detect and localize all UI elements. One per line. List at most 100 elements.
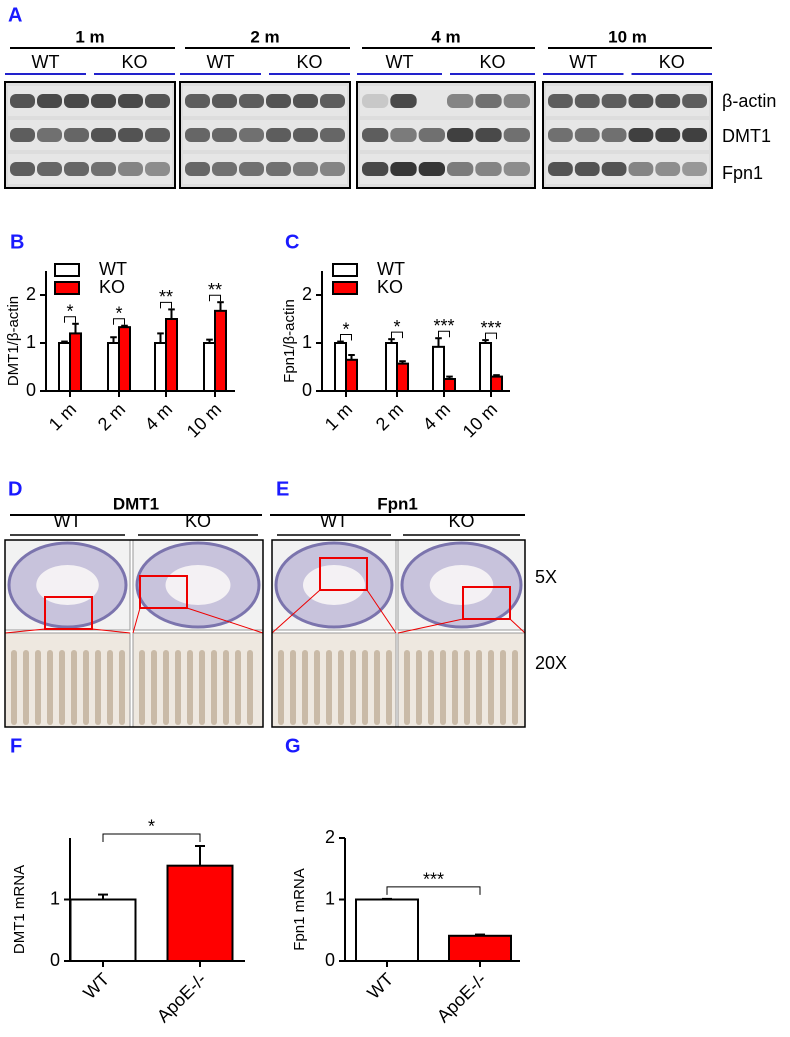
blot-band	[212, 128, 237, 142]
blot-band	[212, 162, 237, 176]
blot-band	[682, 128, 707, 142]
villus	[83, 650, 89, 725]
bar	[385, 342, 398, 392]
significance: *	[66, 302, 73, 322]
y-axis-label: Fpn1/β-actin	[281, 299, 298, 383]
legend-label: WT	[99, 259, 127, 279]
blot-band	[475, 128, 502, 142]
blot-band	[655, 162, 681, 176]
error-bar	[337, 340, 344, 343]
blot-band	[503, 94, 530, 108]
genotype-label: KO	[479, 52, 505, 72]
blot-strip	[183, 154, 347, 184]
blot-band	[266, 128, 291, 142]
blot-band	[682, 94, 707, 108]
blot-band	[293, 94, 318, 108]
x-tick-label: ApoE-/-	[433, 969, 490, 1026]
significance: *	[342, 319, 349, 339]
y-axis-label: DMT1/β-actin	[5, 296, 22, 386]
significance: **	[159, 287, 173, 307]
bar	[166, 864, 234, 962]
villus	[187, 650, 193, 725]
y-tick-label: 1	[325, 888, 335, 908]
blot-band	[37, 94, 62, 108]
blot-band	[574, 128, 600, 142]
error-bar	[482, 339, 489, 343]
blot-band	[362, 128, 389, 142]
zoom-line	[4, 628, 46, 634]
blot-band	[10, 162, 35, 176]
zoom-line	[366, 589, 397, 634]
bar	[154, 342, 167, 392]
significance-bracket	[102, 833, 201, 842]
bar	[448, 934, 512, 962]
blot-band	[10, 94, 35, 108]
blot-band	[447, 94, 474, 108]
genotype-label: WT	[54, 511, 82, 531]
villus	[416, 650, 422, 725]
villus	[404, 650, 410, 725]
y-tick-label: 0	[50, 950, 60, 970]
magnification: 20X	[535, 653, 567, 673]
significance: *	[148, 817, 155, 837]
blot-band	[628, 94, 654, 108]
blot-strip	[546, 86, 709, 116]
x-tick-label: 4 m	[141, 399, 176, 434]
blot-band	[503, 162, 530, 176]
y-tick-label: 2	[302, 284, 312, 304]
villus	[107, 650, 113, 725]
villus	[163, 650, 169, 725]
blot-band	[503, 128, 530, 142]
panel-letter: C	[285, 231, 299, 253]
blot-band	[145, 162, 170, 176]
bar	[58, 342, 71, 392]
villus	[139, 650, 145, 725]
significance-bracket	[391, 331, 403, 339]
legend-swatch	[54, 281, 80, 295]
bar	[490, 375, 503, 393]
y-axis-label: DMT1 mRNA	[11, 865, 28, 954]
error-bar	[475, 933, 485, 936]
blot-band	[682, 162, 707, 176]
genotype-label: KO	[659, 52, 685, 72]
y-tick-label: 0	[302, 380, 312, 400]
magnification: 5X	[535, 567, 557, 587]
error-bar	[435, 337, 442, 347]
genotype-label: KO	[185, 511, 211, 531]
y-tick-label: 1	[302, 332, 312, 352]
villus	[362, 650, 368, 725]
blot-band	[145, 94, 170, 108]
lumen	[303, 565, 365, 605]
blot-band	[628, 128, 654, 142]
villus	[23, 650, 29, 725]
significance-bracket	[438, 330, 450, 338]
blot-band	[418, 162, 445, 176]
villus	[488, 650, 494, 725]
bar	[345, 358, 358, 392]
y-tick-label: 1	[50, 888, 60, 908]
genotype-label: WT	[386, 52, 414, 72]
blot-band	[601, 94, 627, 108]
blot-strip	[183, 86, 347, 116]
blot-band	[266, 162, 291, 176]
y-tick-label: 1	[26, 332, 36, 352]
error-bar	[195, 844, 205, 866]
x-tick-label: 1 m	[321, 399, 356, 434]
blot-band	[390, 94, 417, 108]
significance-bracket	[209, 294, 221, 302]
significance: ***	[423, 870, 444, 890]
bar	[69, 898, 137, 962]
villus	[175, 650, 181, 725]
blot-band	[266, 94, 291, 108]
blot-band	[574, 162, 600, 176]
x-tick-label: ApoE-/-	[153, 969, 210, 1026]
blot-band	[548, 128, 573, 142]
significance-bracket	[485, 332, 497, 340]
genotype-label: WT	[207, 52, 235, 72]
zoom-box	[44, 596, 93, 630]
panel-letter: D	[8, 478, 22, 500]
lumen	[429, 565, 494, 605]
lumen	[36, 565, 99, 605]
error-bar	[168, 308, 175, 319]
villus	[350, 650, 356, 725]
